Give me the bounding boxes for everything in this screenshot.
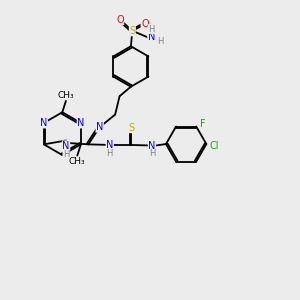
Text: F: F bbox=[200, 118, 206, 129]
Text: H: H bbox=[157, 37, 164, 46]
Text: Cl: Cl bbox=[210, 140, 219, 151]
Text: S: S bbox=[128, 123, 134, 133]
Text: S: S bbox=[129, 26, 135, 36]
Text: N: N bbox=[77, 118, 85, 128]
Text: O: O bbox=[141, 19, 149, 29]
Text: N: N bbox=[148, 140, 156, 151]
Text: N: N bbox=[62, 141, 70, 151]
Text: CH₃: CH₃ bbox=[58, 91, 74, 100]
Text: N: N bbox=[148, 32, 155, 42]
Text: H: H bbox=[148, 25, 154, 34]
Text: H: H bbox=[63, 150, 69, 159]
Text: CH₃: CH₃ bbox=[69, 157, 85, 166]
Text: N: N bbox=[40, 118, 47, 128]
Text: H: H bbox=[149, 149, 155, 158]
Text: N: N bbox=[96, 122, 103, 132]
Text: O: O bbox=[116, 14, 124, 25]
Text: N: N bbox=[106, 140, 113, 150]
Text: H: H bbox=[106, 149, 113, 158]
